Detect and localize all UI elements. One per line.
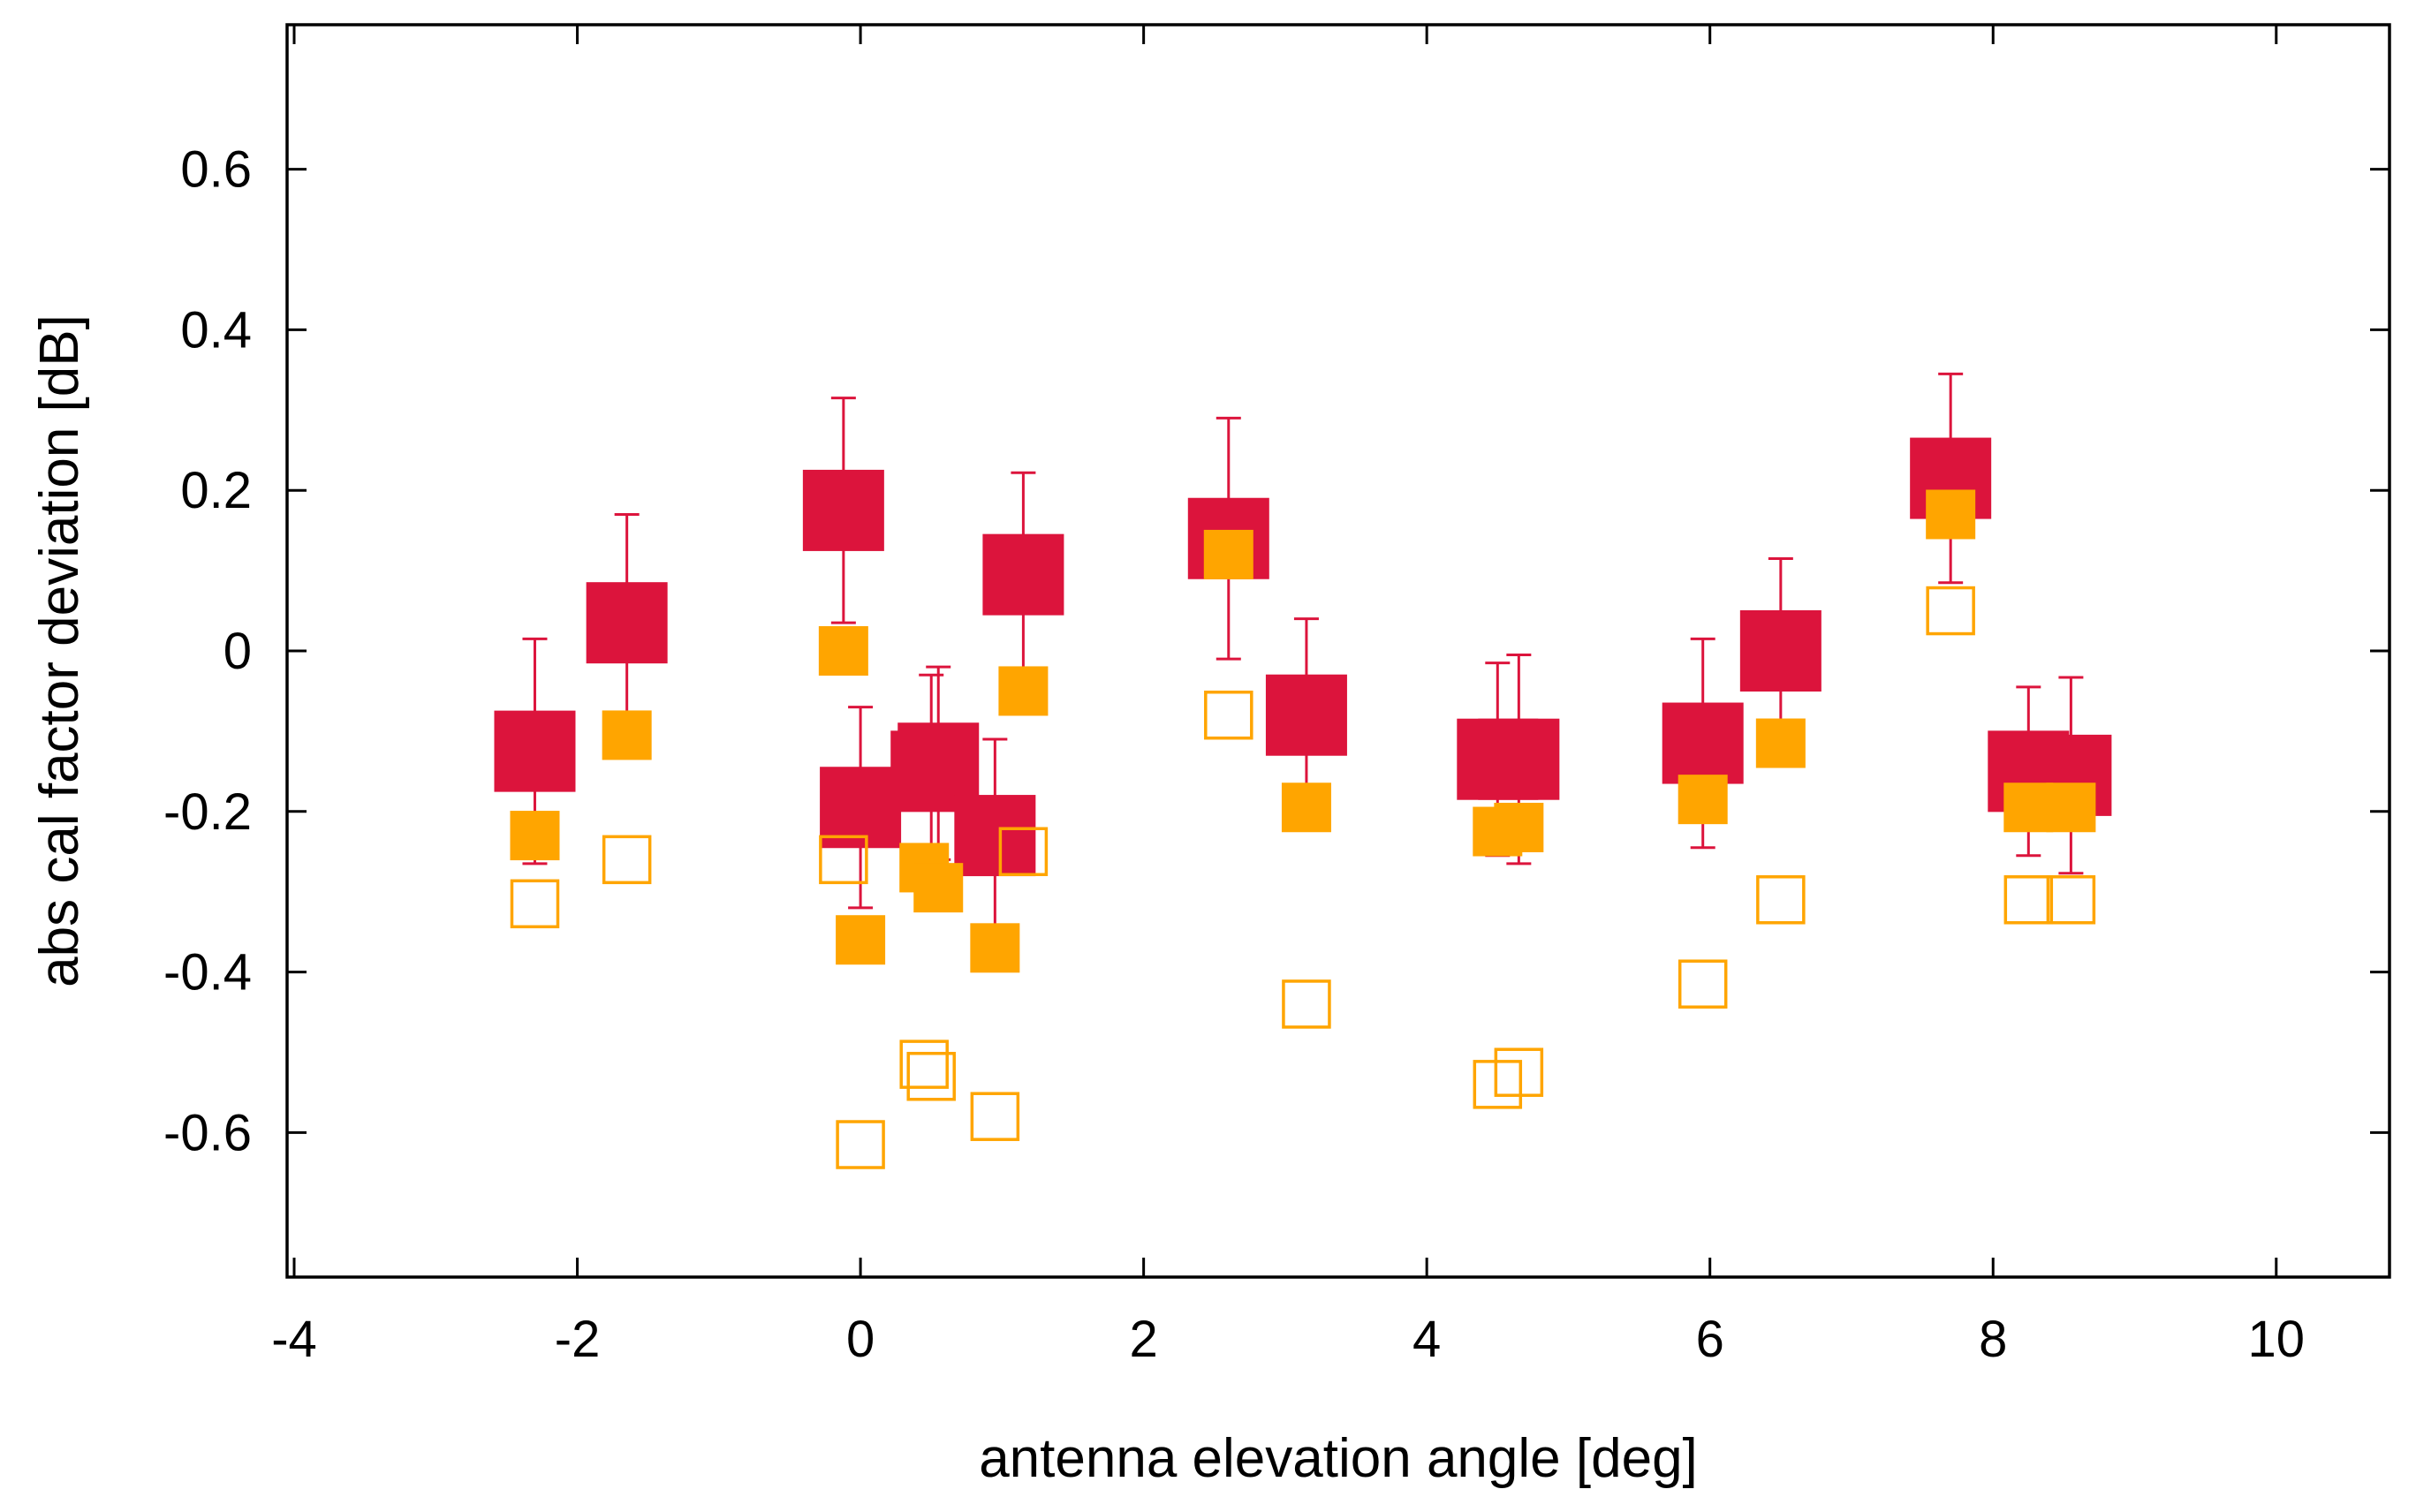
small-filled-square-marker: [1281, 782, 1331, 833]
y-tick-label: 0.6: [180, 141, 252, 199]
x-tick-label: 4: [1412, 1311, 1441, 1368]
large-filled-square-marker: [586, 582, 668, 664]
small-open-square-marker: [1678, 959, 1728, 1009]
data-markers: [494, 437, 2112, 1169]
x-tick-label: 10: [2248, 1311, 2306, 1368]
large-filled-square-marker: [982, 533, 1064, 616]
large-filled-square-marker: [1478, 718, 1560, 800]
y-tick-label: 0.2: [180, 462, 252, 519]
small-filled-square-marker: [1926, 489, 1976, 540]
large-filled-square-marker: [1265, 674, 1347, 756]
large-filled-square-marker: [954, 795, 1036, 877]
x-tick-label: 2: [1129, 1311, 1157, 1368]
y-tick-label: -0.2: [163, 783, 252, 841]
x-tick-label: 8: [1979, 1311, 2007, 1368]
small-filled-square-marker: [2003, 782, 2054, 833]
x-tick-label: -2: [555, 1311, 601, 1368]
small-open-square-marker: [998, 827, 1049, 876]
small-filled-square-marker: [1494, 802, 1544, 852]
small-filled-square-marker: [2046, 782, 2096, 833]
x-tick-label: -4: [271, 1311, 317, 1368]
y-tick-label: 0: [223, 623, 252, 680]
x-tick-labels: -4 -2 0 2 4 6 8 10: [271, 1311, 2305, 1368]
small-open-square-marker: [1204, 690, 1253, 740]
y-tick-labels: -0.6 -0.4 -0.2 0 0.2 0.4 0.6: [163, 141, 252, 1162]
small-open-square-marker: [2003, 875, 2054, 925]
large-filled-square-marker: [802, 469, 884, 551]
small-open-square-marker: [602, 835, 652, 885]
small-open-square-marker: [906, 1052, 956, 1101]
x-tick-label: 6: [1696, 1311, 1724, 1368]
small-filled-square-marker: [1203, 529, 1253, 579]
small-filled-square-marker: [970, 923, 1020, 973]
small-filled-square-marker: [913, 863, 964, 913]
small-filled-square-marker: [998, 666, 1049, 716]
y-tick-label: -0.4: [163, 944, 252, 1002]
x-tick-label: 0: [846, 1311, 875, 1368]
small-open-square-marker: [2046, 875, 2096, 925]
small-filled-square-marker: [818, 626, 868, 676]
error-bars: [522, 372, 2084, 934]
small-filled-square-marker: [602, 710, 652, 760]
large-filled-square-marker: [1739, 610, 1821, 692]
small-open-square-marker: [1926, 586, 1975, 636]
axis-ticks: [287, 25, 2389, 1277]
small-open-square-marker: [819, 835, 868, 885]
y-tick-label: 0.4: [180, 301, 252, 359]
small-open-square-marker: [510, 879, 560, 929]
small-open-square-marker: [1494, 1047, 1544, 1097]
small-filled-square-marker: [1755, 718, 1806, 768]
large-filled-square-marker: [897, 722, 980, 805]
large-filled-square-marker: [820, 767, 902, 849]
small-filled-square-marker: [1678, 775, 1728, 825]
small-open-square-marker: [836, 1120, 885, 1169]
y-axis-title: abs cal factor deviation [dB]: [29, 314, 90, 987]
small-open-square-marker: [1473, 1060, 1523, 1109]
small-filled-square-marker: [510, 811, 560, 861]
y-tick-label: -0.6: [163, 1104, 252, 1161]
small-open-square-marker: [899, 1040, 949, 1089]
small-filled-square-marker: [836, 915, 886, 965]
large-filled-square-marker: [494, 710, 576, 792]
small-open-square-marker: [1756, 875, 1806, 925]
small-open-square-marker: [1282, 979, 1331, 1029]
x-axis-title: antenna elevation angle [deg]: [979, 1428, 1698, 1489]
large-filled-square-marker: [1662, 702, 1744, 784]
small-open-square-marker: [970, 1092, 1020, 1141]
